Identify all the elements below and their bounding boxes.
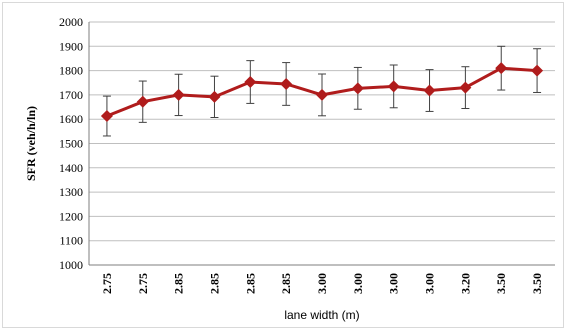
data-point [459, 81, 472, 94]
y-tick-label: 1600 [59, 112, 83, 126]
x-tick-label: 2.85 [279, 273, 293, 294]
chart-border [2, 2, 564, 328]
y-axis-ticks: 1000 1100 1200 1300 1400 1500 1600 1700 1800 1900… [59, 15, 83, 272]
y-tick-label: 1500 [59, 137, 83, 151]
x-tick-label: 2.85 [243, 273, 257, 294]
x-axis-ticks: 2.75 2.75 2.85 2.85 2.85 2.85 3.00 3.00 3.00 3.00… [100, 273, 544, 294]
x-tick-label: 3.50 [494, 273, 508, 294]
y-tick-label: 1900 [59, 39, 83, 53]
gridlines [88, 21, 555, 266]
y-tick-label: 2000 [59, 15, 83, 29]
x-tick-label: 3.00 [387, 273, 401, 294]
y-tick-label: 1200 [59, 209, 83, 223]
x-tick-label: 3.00 [351, 273, 365, 294]
x-tick-label: 2.85 [207, 273, 221, 294]
x-tick-label: 2.75 [136, 273, 150, 294]
data-point [208, 90, 221, 103]
data-point [316, 88, 328, 101]
data-point [172, 88, 185, 101]
x-tick-label: 2.85 [172, 273, 186, 294]
data-point [280, 77, 293, 90]
x-axis-label: lane width (m) [284, 308, 359, 322]
y-tick-label: 1100 [59, 234, 83, 248]
data-point [495, 62, 508, 75]
data-point [351, 82, 364, 95]
x-tick-label: 3.00 [423, 273, 437, 294]
x-tick-label: 3.50 [530, 273, 544, 294]
y-tick-label: 1000 [59, 258, 83, 272]
y-tick-label: 1400 [59, 161, 83, 175]
data-point [423, 84, 436, 97]
x-tick-label: 3.00 [315, 273, 329, 294]
y-tick-label: 1700 [59, 88, 83, 102]
y-tick-label: 1800 [59, 64, 83, 78]
data-point [387, 80, 400, 93]
y-tick-label: 1300 [59, 185, 83, 199]
x-tick-label: 3.20 [458, 273, 472, 294]
data-point [244, 76, 257, 89]
data-markers [100, 62, 544, 123]
data-point [136, 95, 149, 108]
data-point [531, 64, 544, 77]
y-axis-label: SFR (veh/h/ln) [24, 106, 38, 181]
data-point [100, 110, 113, 123]
x-tick-label: 2.75 [100, 273, 114, 294]
